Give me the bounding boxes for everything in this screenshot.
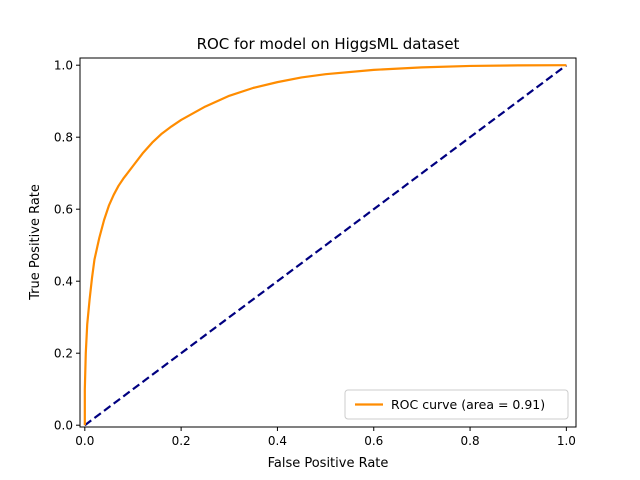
legend: ROC curve (area = 0.91): [344, 389, 569, 420]
x-tick-label: 0.2: [172, 434, 191, 448]
y-axis-label: True Positive Rate: [28, 184, 43, 301]
axis-ticks: 0.0 0.2 0.4 0.6 0.8 1.0 0.0 0.2 0.4 0.6 0.8 1.0: [54, 59, 576, 448]
plot-area: [79, 57, 577, 428]
x-tick-label: 1.0: [557, 434, 576, 448]
y-tick-label: 0.4: [54, 275, 73, 289]
x-tick-label: 0.0: [75, 434, 94, 448]
x-tick-label: 0.4: [268, 434, 287, 448]
y-tick-label: 0.2: [54, 347, 73, 361]
x-axis-label: False Positive Rate: [268, 456, 389, 471]
x-tick-label: 0.8: [461, 434, 480, 448]
y-tick-label: 0.8: [54, 131, 73, 145]
legend-entry-label: ROC curve (area = 0.91): [391, 397, 545, 412]
roc-curve-line: [83, 64, 567, 426]
x-tick-label: 0.6: [364, 434, 383, 448]
chance-diagonal-line: [84, 64, 568, 427]
y-tick-label: 0.6: [54, 203, 73, 217]
y-tick-label: 0.0: [54, 419, 73, 433]
axes-frame: [79, 57, 577, 428]
chart-title: ROC for model on HiggsML dataset: [197, 35, 460, 53]
y-tick-label: 1.0: [54, 59, 73, 73]
legend-box: [344, 389, 569, 420]
